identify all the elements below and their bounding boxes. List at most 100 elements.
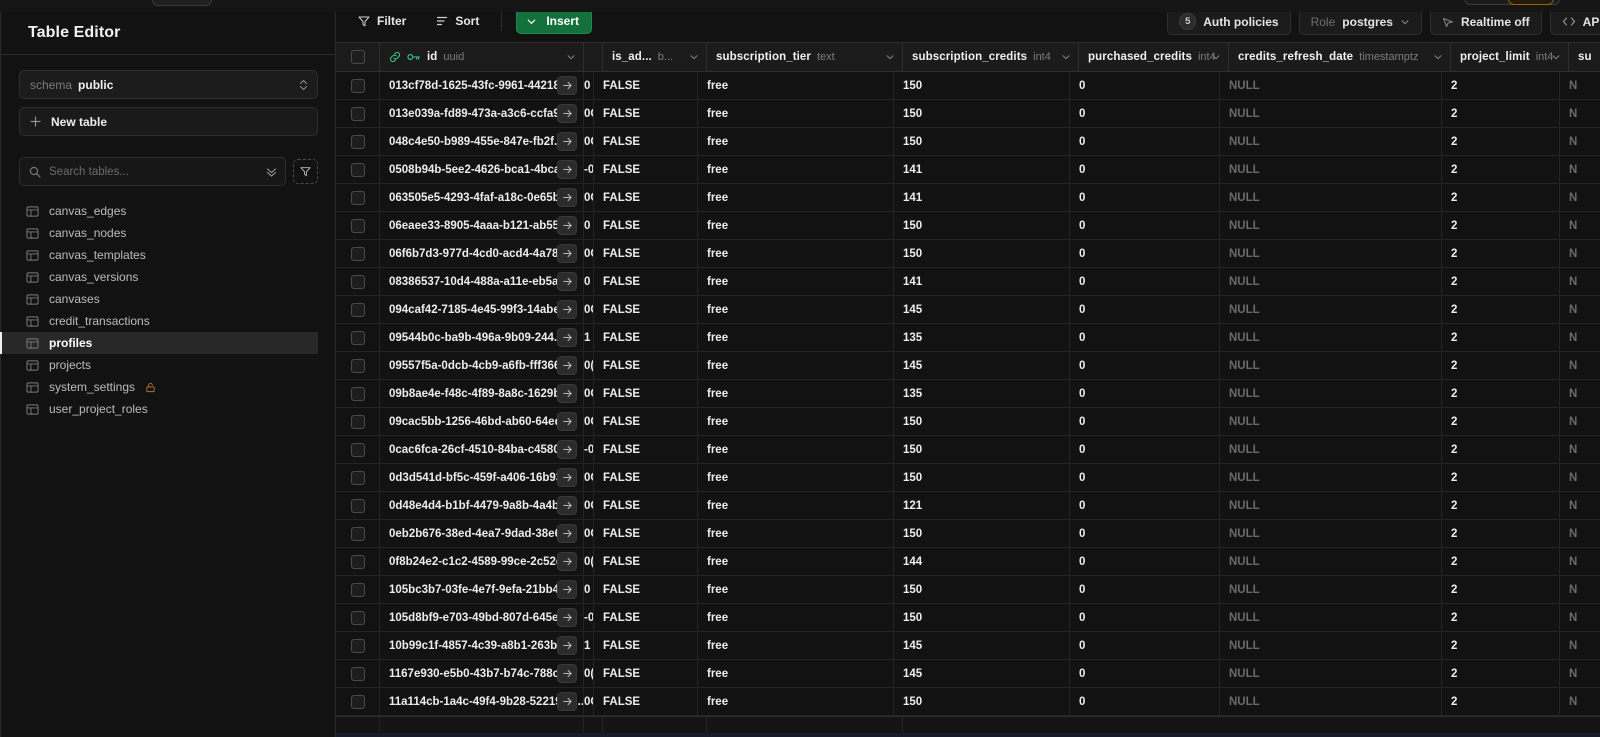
row-checkbox-cell[interactable] bbox=[336, 296, 380, 323]
cell-is-admin[interactable]: FALSE bbox=[594, 408, 698, 435]
table-row[interactable]: 09557f5a-0dcb-4cb9-a6fb-fff366... 0(FALSE… bbox=[336, 352, 1600, 380]
table-row[interactable]: 0f8b24e2-c1c2-4589-99ce-2c52d... 0(FALSE f… bbox=[336, 548, 1600, 576]
row-checkbox-cell[interactable] bbox=[336, 268, 380, 295]
cell-last-clipped[interactable]: N bbox=[1560, 100, 1600, 127]
schema-selector[interactable]: schema public bbox=[19, 70, 318, 99]
cell-subscription-tier[interactable]: free bbox=[698, 324, 894, 351]
cell-id[interactable]: 1167e930-e5b0-43b7-b74c-788c9... bbox=[380, 660, 584, 687]
cell-subscription-tier[interactable]: free bbox=[698, 632, 894, 659]
chevron-down-icon[interactable] bbox=[689, 52, 699, 62]
cell-subscription-credits[interactable]: 150 bbox=[894, 408, 1070, 435]
column-header-credits-refresh-date[interactable]: credits_refresh_date timestamptz bbox=[1229, 43, 1451, 71]
cell-purchased-credits[interactable]: 0 bbox=[1070, 72, 1220, 99]
insert-button[interactable]: Insert bbox=[516, 8, 593, 34]
cell-credits-refresh-date[interactable]: NULL bbox=[1220, 100, 1442, 127]
cell-subscription-tier[interactable]: free bbox=[698, 688, 894, 715]
cell-last-clipped[interactable]: N bbox=[1560, 688, 1600, 715]
cell-subscription-tier[interactable]: free bbox=[698, 408, 894, 435]
cell-credits-refresh-date[interactable]: NULL bbox=[1220, 296, 1442, 323]
cell-last-clipped[interactable]: N bbox=[1560, 212, 1600, 239]
cell-is-admin[interactable]: FALSE bbox=[594, 492, 698, 519]
chevron-down-icon[interactable] bbox=[1551, 52, 1561, 62]
row-checkbox[interactable] bbox=[350, 106, 365, 121]
cell-project-limit[interactable]: 2 bbox=[1442, 408, 1560, 435]
cell-id[interactable]: 08386537-10d4-488a-a11e-eb5a6... bbox=[380, 268, 584, 295]
cell-project-limit[interactable]: 2 bbox=[1442, 212, 1560, 239]
sidebar-item-canvas-templates[interactable]: canvas_templates bbox=[0, 244, 318, 266]
table-row[interactable]: 11a114cb-1a4c-49f4-9b28-52219ec...0CFALS… bbox=[336, 688, 1600, 716]
cell-subscription-credits[interactable]: 141 bbox=[894, 184, 1070, 211]
cell-credits-refresh-date[interactable]: NULL bbox=[1220, 184, 1442, 211]
expand-row-button[interactable] bbox=[557, 272, 577, 291]
api-docs-button[interactable]: API Do bbox=[1549, 8, 1600, 35]
row-checkbox[interactable] bbox=[350, 246, 365, 261]
sidebar-item-canvas-versions[interactable]: canvas_versions bbox=[0, 266, 318, 288]
cell-subscription-tier[interactable]: free bbox=[698, 184, 894, 211]
row-checkbox-cell[interactable] bbox=[336, 100, 380, 127]
cell-is-admin[interactable]: FALSE bbox=[594, 632, 698, 659]
cell-id[interactable]: 063505e5-4293-4faf-a18c-0e65b... bbox=[380, 184, 584, 211]
chevron-down-icon[interactable] bbox=[566, 52, 576, 62]
expand-row-button[interactable] bbox=[557, 496, 577, 515]
row-checkbox[interactable] bbox=[350, 610, 365, 625]
cell-project-limit[interactable]: 2 bbox=[1442, 548, 1560, 575]
expand-row-button[interactable] bbox=[557, 468, 577, 487]
cell-subscription-tier[interactable]: free bbox=[698, 464, 894, 491]
cell-subscription-credits[interactable]: 145 bbox=[894, 632, 1070, 659]
cell-subscription-tier[interactable]: free bbox=[698, 100, 894, 127]
horizontal-scrollbar[interactable] bbox=[336, 733, 1600, 737]
table-row[interactable]: 0508b94b-5ee2-4626-bca1-4bca... -0 FALSE fr… bbox=[336, 156, 1600, 184]
cell-subscription-credits[interactable]: 150 bbox=[894, 520, 1070, 547]
cell-last-clipped[interactable]: N bbox=[1560, 184, 1600, 211]
cell-credits-refresh-date[interactable]: NULL bbox=[1220, 240, 1442, 267]
row-checkbox[interactable] bbox=[350, 190, 365, 205]
table-row[interactable]: 09b8ae4e-f48c-4f89-8a8c-1629b... 0CFALSEf… bbox=[336, 380, 1600, 408]
sidebar-item-canvas-nodes[interactable]: canvas_nodes bbox=[0, 222, 318, 244]
data-grid-scroll[interactable]: id uuid is_ad... b... subscription_tier text s… bbox=[336, 43, 1600, 737]
cell-is-admin[interactable]: FALSE bbox=[594, 156, 698, 183]
cell-is-admin[interactable]: FALSE bbox=[594, 576, 698, 603]
table-row[interactable]: 105d8bf9-e703-49bd-807d-645e... -0 FALSE fr… bbox=[336, 604, 1600, 632]
expand-row-button[interactable] bbox=[557, 580, 577, 599]
cell-project-limit[interactable]: 2 bbox=[1442, 240, 1560, 267]
sidebar-item-system-settings[interactable]: system_settings bbox=[0, 376, 318, 398]
row-checkbox-cell[interactable] bbox=[336, 72, 380, 99]
cell-is-admin[interactable]: FALSE bbox=[594, 268, 698, 295]
cell-project-limit[interactable]: 2 bbox=[1442, 380, 1560, 407]
column-header-is-ad---[interactable]: is_ad... b... bbox=[603, 43, 707, 71]
cell-purchased-credits[interactable]: 0 bbox=[1070, 660, 1220, 687]
cell-last-clipped[interactable]: N bbox=[1560, 576, 1600, 603]
expand-row-button[interactable] bbox=[557, 160, 577, 179]
row-checkbox-cell[interactable] bbox=[336, 576, 380, 603]
cell-subscription-tier[interactable]: free bbox=[698, 576, 894, 603]
cell-project-limit[interactable]: 2 bbox=[1442, 688, 1560, 715]
cell-purchased-credits[interactable]: 0 bbox=[1070, 268, 1220, 295]
cell-subscription-credits[interactable]: 150 bbox=[894, 436, 1070, 463]
cell-project-limit[interactable]: 2 bbox=[1442, 576, 1560, 603]
cell-credits-refresh-date[interactable]: NULL bbox=[1220, 324, 1442, 351]
cell-is-admin[interactable]: FALSE bbox=[594, 604, 698, 631]
row-checkbox[interactable] bbox=[350, 582, 365, 597]
cell-credits-refresh-date[interactable]: NULL bbox=[1220, 156, 1442, 183]
cell-is-admin[interactable]: FALSE bbox=[594, 72, 698, 99]
table-row[interactable]: 1167e930-e5b0-43b7-b74c-788c9... 0(FALSE f… bbox=[336, 660, 1600, 688]
row-checkbox[interactable] bbox=[350, 274, 365, 289]
cell-id[interactable]: 0d48e4d4-b1bf-4479-9a8b-4a4b... bbox=[380, 492, 584, 519]
cell-id[interactable]: 06eaee33-8905-4aaa-b121-ab552... bbox=[380, 212, 584, 239]
column-header-purchased-credits[interactable]: purchased_credits int4 bbox=[1079, 43, 1229, 71]
row-checkbox[interactable] bbox=[350, 386, 365, 401]
cell-last-clipped[interactable]: N bbox=[1560, 324, 1600, 351]
filter-tables-button[interactable] bbox=[293, 159, 318, 184]
cell-id[interactable]: 105bc3b7-03fe-4e7f-9efa-21bb40... bbox=[380, 576, 584, 603]
new-row-tier-cell[interactable] bbox=[707, 717, 903, 737]
expand-row-button[interactable] bbox=[557, 356, 577, 375]
column-header-su[interactable]: su bbox=[1569, 43, 1600, 71]
expand-row-button[interactable] bbox=[557, 328, 577, 347]
row-checkbox-cell[interactable] bbox=[336, 352, 380, 379]
expand-row-button[interactable] bbox=[557, 412, 577, 431]
row-checkbox[interactable] bbox=[350, 414, 365, 429]
table-row[interactable]: 08386537-10d4-488a-a11e-eb5a6... 0 FALSE fr… bbox=[336, 268, 1600, 296]
cell-credits-refresh-date[interactable]: NULL bbox=[1220, 380, 1442, 407]
chevron-down-icon[interactable] bbox=[1061, 52, 1071, 62]
expand-row-button[interactable] bbox=[557, 300, 577, 319]
